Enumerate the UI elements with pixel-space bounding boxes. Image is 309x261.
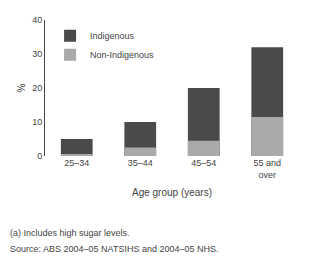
svg-text:45–54: 45–54 bbox=[191, 158, 216, 168]
svg-text:55 andover: 55 andover bbox=[253, 158, 281, 180]
svg-text:(a) Includes high sugar levels: (a) Includes high sugar levels. bbox=[10, 228, 130, 238]
svg-text:10: 10 bbox=[32, 117, 42, 127]
svg-text:25–34: 25–34 bbox=[64, 158, 89, 168]
svg-text:%: % bbox=[16, 83, 27, 92]
svg-text:Non-Indigenous: Non-Indigenous bbox=[90, 50, 154, 60]
svg-text:40: 40 bbox=[32, 15, 42, 25]
svg-text:Age group (years): Age group (years) bbox=[132, 187, 212, 198]
svg-text:35–44: 35–44 bbox=[128, 158, 153, 168]
svg-text:30: 30 bbox=[32, 49, 42, 59]
svg-text:0: 0 bbox=[37, 151, 42, 161]
svg-text:Indigenous: Indigenous bbox=[90, 31, 135, 41]
svg-text:Source: ABS 2004–05 NATSIHS an: Source: ABS 2004–05 NATSIHS and 2004–05 … bbox=[10, 244, 218, 254]
svg-text:20: 20 bbox=[32, 83, 42, 93]
